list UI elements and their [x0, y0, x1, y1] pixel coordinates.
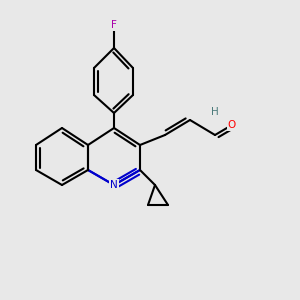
Text: N: N — [110, 180, 118, 190]
Text: O: O — [228, 120, 236, 130]
Text: F: F — [111, 20, 117, 30]
Text: H: H — [211, 107, 219, 117]
